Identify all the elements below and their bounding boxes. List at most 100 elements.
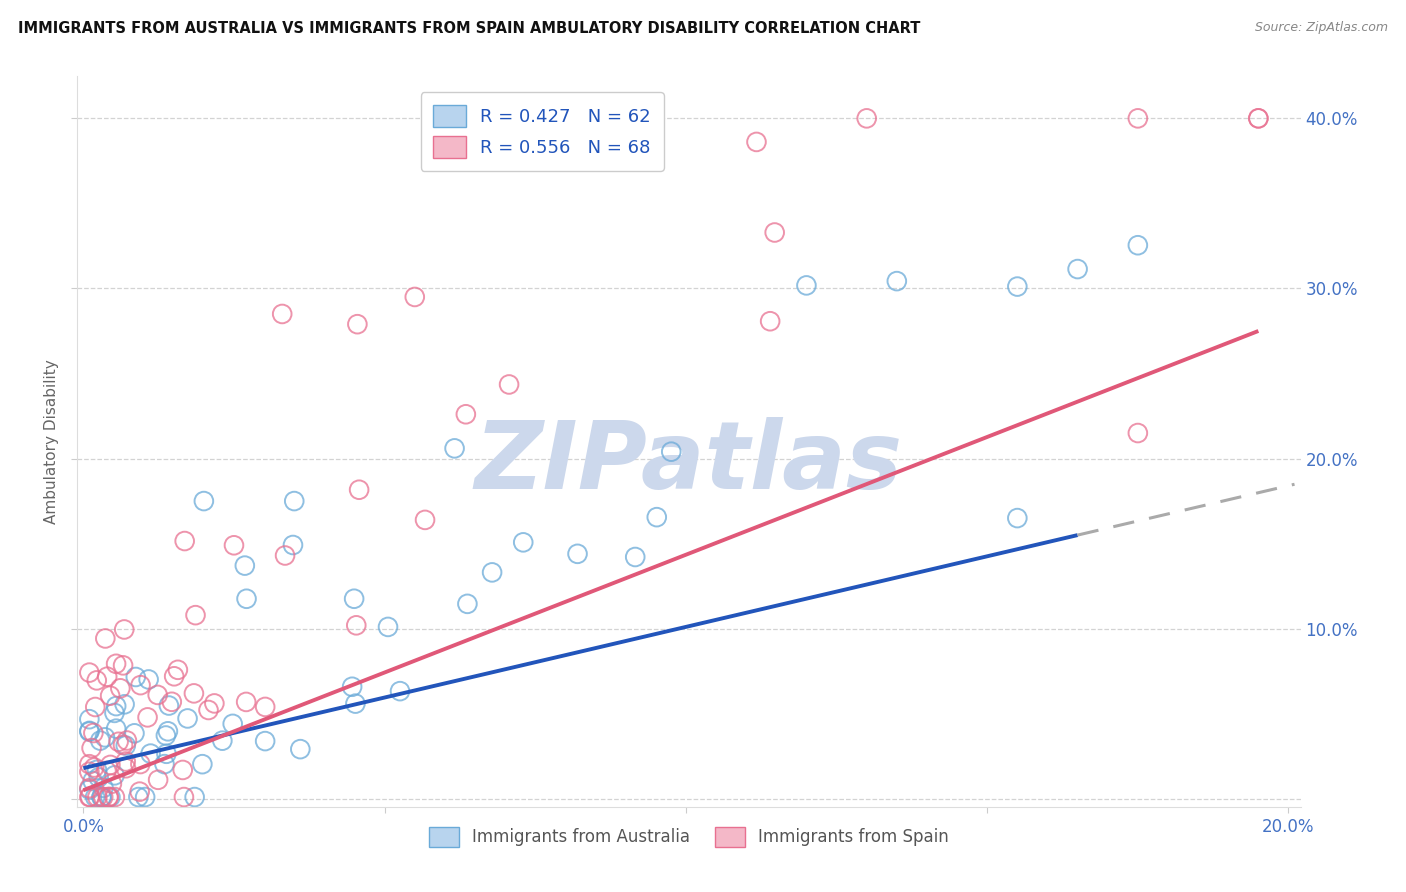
Point [172, 763, 194, 777]
Point [346, 317, 368, 331]
Point [79, 764, 101, 779]
Point [197, 703, 219, 717]
Point [114, 755, 136, 769]
Point [855, 112, 877, 126]
Point [211, 733, 233, 747]
Point [340, 680, 363, 694]
Text: Source: ZipAtlas.com: Source: ZipAtlas.com [1254, 21, 1388, 34]
Point [512, 535, 534, 549]
Point [222, 538, 245, 552]
Point [235, 695, 257, 709]
Point [79, 782, 101, 797]
Point [796, 278, 818, 293]
Point [105, 699, 128, 714]
Point [127, 790, 149, 805]
Point [173, 534, 195, 549]
Point [167, 663, 190, 677]
Point [105, 657, 128, 671]
Point [745, 135, 768, 149]
Point [79, 723, 101, 738]
Point [1126, 112, 1149, 126]
Point [1007, 279, 1029, 293]
Point [271, 307, 294, 321]
Point [191, 757, 214, 772]
Point [86, 763, 108, 777]
Point [115, 761, 138, 775]
Point [101, 777, 124, 791]
Point [156, 724, 179, 739]
Point [97, 790, 120, 805]
Point [222, 717, 245, 731]
Point [404, 290, 426, 304]
Text: ZIPatlas: ZIPatlas [475, 417, 903, 509]
Point [763, 226, 786, 240]
Point [86, 673, 108, 688]
Point [1247, 112, 1270, 126]
Point [91, 790, 114, 805]
Point [886, 274, 908, 288]
Point [443, 442, 465, 456]
Point [173, 790, 195, 805]
Point [134, 790, 156, 805]
Point [128, 784, 150, 798]
Point [112, 623, 135, 637]
Point [80, 741, 103, 756]
Point [281, 538, 304, 552]
Point [79, 724, 101, 739]
Legend: Immigrants from Australia, Immigrants from Spain: Immigrants from Australia, Immigrants fr… [422, 820, 956, 854]
Point [254, 734, 277, 748]
Point [176, 711, 198, 725]
Point [86, 790, 108, 805]
Point [163, 669, 186, 683]
Point [146, 772, 169, 787]
Point [93, 780, 115, 795]
Point [389, 684, 412, 698]
Point [96, 670, 118, 684]
Point [413, 513, 436, 527]
Text: IMMIGRANTS FROM AUSTRALIA VS IMMIGRANTS FROM SPAIN AMBULATORY DISABILITY CORRELA: IMMIGRANTS FROM AUSTRALIA VS IMMIGRANTS … [18, 21, 921, 36]
Point [254, 700, 277, 714]
Point [104, 790, 127, 805]
Point [112, 658, 135, 673]
Point [1126, 425, 1149, 440]
Point [114, 698, 136, 712]
Point [377, 620, 399, 634]
Point [82, 774, 104, 789]
Point [103, 706, 125, 720]
Point [124, 726, 146, 740]
Point [100, 758, 122, 772]
Point [107, 735, 129, 749]
Point [183, 686, 205, 700]
Point [87, 770, 110, 784]
Point [84, 700, 107, 714]
Point [343, 591, 366, 606]
Point [79, 790, 101, 805]
Point [1007, 511, 1029, 525]
Point [138, 673, 160, 687]
Y-axis label: Ambulatory Disability: Ambulatory Disability [44, 359, 59, 524]
Point [157, 698, 180, 713]
Point [90, 790, 112, 805]
Point [274, 549, 297, 563]
Point [160, 695, 183, 709]
Point [83, 760, 105, 774]
Point [456, 597, 478, 611]
Point [659, 444, 682, 458]
Point [193, 494, 215, 508]
Point [344, 618, 367, 632]
Point [114, 739, 136, 753]
Point [344, 697, 367, 711]
Point [1247, 112, 1270, 126]
Point [115, 733, 138, 747]
Point [283, 494, 305, 508]
Point [183, 790, 205, 805]
Point [139, 747, 162, 761]
Point [97, 790, 120, 805]
Point [347, 483, 370, 497]
Point [110, 681, 132, 696]
Point [624, 549, 647, 564]
Point [184, 608, 207, 623]
Point [79, 712, 101, 726]
Point [98, 689, 121, 703]
Point [84, 790, 107, 805]
